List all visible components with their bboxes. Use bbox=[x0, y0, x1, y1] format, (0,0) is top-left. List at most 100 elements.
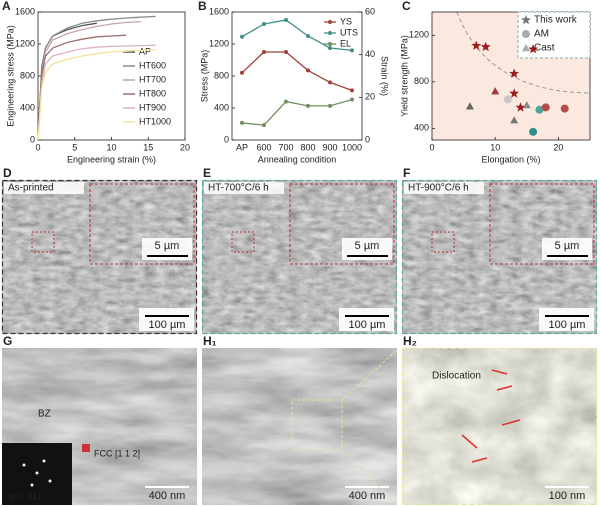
legend-label: HT1000 bbox=[139, 116, 171, 126]
y-tick-label: 0 bbox=[30, 134, 35, 144]
x-tick-label: 1000 bbox=[342, 142, 362, 152]
point bbox=[306, 34, 310, 38]
point bbox=[328, 46, 332, 50]
legend-label: Cast bbox=[534, 43, 555, 54]
panel-letter: H₁ bbox=[203, 334, 217, 348]
image bbox=[402, 348, 597, 505]
series-line bbox=[37, 34, 127, 141]
series-line bbox=[241, 19, 353, 52]
x-tick-label: 5 bbox=[72, 142, 77, 152]
chart-panel: C 400 800 1200 0 10 20 Elongation (%) Yield stre… bbox=[399, 0, 591, 164]
point bbox=[284, 99, 288, 104]
legend-label: HT600 bbox=[139, 60, 166, 70]
micrographs: D As-printed 5 µm 100 µm E HT-700°C/6 h 5 µm 10… bbox=[1, 166, 598, 506]
scale-bg bbox=[539, 308, 594, 331]
circle-marker bbox=[522, 30, 530, 38]
frame bbox=[201, 179, 398, 335]
legend-dot bbox=[328, 20, 332, 24]
label: FCC [1 1 2] bbox=[94, 448, 140, 458]
inset-scale-bg bbox=[342, 238, 392, 260]
star-marker bbox=[515, 102, 526, 112]
point bbox=[306, 68, 310, 73]
micrograph: G 400 nm BZ FCC [1 1 2] g = 111 bbox=[2, 334, 197, 505]
triangle-marker bbox=[465, 102, 474, 110]
micrograph: H₁ 400 nm bbox=[202, 334, 398, 506]
panel-letter: G bbox=[3, 334, 12, 348]
caption: HT-700°C/6 h bbox=[208, 183, 269, 194]
star-marker bbox=[471, 40, 482, 50]
zoom-box bbox=[431, 231, 455, 253]
circle-marker bbox=[503, 95, 512, 104]
caption-bg bbox=[404, 182, 484, 194]
panel-letter: D bbox=[3, 166, 12, 180]
y-tick-label: 400 bbox=[214, 102, 229, 112]
caption: As-printed bbox=[8, 183, 54, 194]
point bbox=[240, 70, 244, 75]
caption-bg bbox=[4, 182, 84, 194]
chart-panel: B 0 400 800 1200 1600 0 20 40 60 AP 600 700 800 900 100… bbox=[198, 0, 390, 164]
marker-square bbox=[82, 444, 90, 452]
y-tick-label: 400 bbox=[414, 123, 429, 133]
y-tick-label: 800 bbox=[414, 76, 429, 86]
point bbox=[262, 50, 266, 54]
inset-scale-bg bbox=[142, 238, 192, 260]
inset-frame bbox=[89, 183, 195, 265]
y2-tick-label: 0 bbox=[365, 134, 370, 144]
y-tick-label: 800 bbox=[20, 70, 35, 80]
plot-frame bbox=[431, 11, 591, 141]
y-tick-label: 1600 bbox=[15, 6, 35, 16]
diffraction-spot bbox=[35, 471, 39, 475]
x-tick-label: 0 bbox=[35, 142, 40, 152]
x-tick-label: 600 bbox=[256, 142, 271, 152]
label: Dislocation bbox=[432, 371, 481, 382]
frame bbox=[401, 179, 598, 335]
legend-label: UTS bbox=[340, 27, 358, 37]
micrograph: D As-printed 5 µm 100 µm bbox=[1, 166, 198, 335]
diffraction-spot bbox=[48, 479, 52, 483]
diffraction-spot bbox=[42, 459, 46, 463]
inset-frame bbox=[289, 183, 395, 265]
circle-marker bbox=[541, 103, 550, 112]
series-line bbox=[37, 44, 156, 141]
triangle-marker bbox=[510, 116, 519, 124]
micrograph: E HT-700°C/6 h 5 µm 100 µm bbox=[201, 166, 398, 335]
chart-panel: A 0 400 800 1200 1600 0 5 10 15 20 Engineering stra… bbox=[2, 0, 190, 164]
y-tick-label: 0 bbox=[224, 134, 229, 144]
panel-letter: F bbox=[403, 166, 410, 180]
trend-curve bbox=[456, 11, 591, 94]
panel-letter: A bbox=[2, 0, 11, 13]
point bbox=[240, 120, 244, 125]
legend-label: AM bbox=[534, 29, 549, 40]
arrow bbox=[496, 385, 513, 391]
inset-scale-bg bbox=[542, 238, 592, 260]
star-marker bbox=[528, 44, 539, 54]
inset-scale-label: 5 µm bbox=[155, 240, 180, 252]
inset-frame bbox=[489, 183, 595, 265]
y-axis-title: Stress (MPa) bbox=[199, 50, 209, 103]
triangle-marker bbox=[491, 87, 500, 95]
zoom-line bbox=[341, 449, 398, 506]
triangle-marker bbox=[522, 44, 530, 52]
legend-box bbox=[517, 11, 591, 59]
legend-label: HT900 bbox=[139, 102, 166, 112]
circle-marker bbox=[529, 127, 538, 136]
point bbox=[350, 88, 354, 93]
label: BZ bbox=[38, 409, 51, 420]
zoom-box bbox=[31, 231, 55, 253]
point bbox=[262, 22, 266, 26]
star-marker bbox=[509, 68, 520, 78]
point bbox=[306, 103, 310, 108]
arrow bbox=[471, 457, 488, 463]
y-tick-label: 400 bbox=[20, 102, 35, 112]
arrow bbox=[461, 434, 478, 449]
x-tick-label: 20 bbox=[553, 142, 563, 152]
panel-letter: H₂ bbox=[403, 334, 417, 348]
arrow bbox=[501, 419, 521, 426]
star-marker bbox=[521, 14, 531, 25]
triangle-marker bbox=[522, 101, 531, 109]
frame bbox=[1, 179, 198, 335]
x-tick-label: 10 bbox=[106, 142, 116, 152]
scale-label: 400 nm bbox=[149, 490, 186, 502]
point bbox=[350, 97, 354, 102]
